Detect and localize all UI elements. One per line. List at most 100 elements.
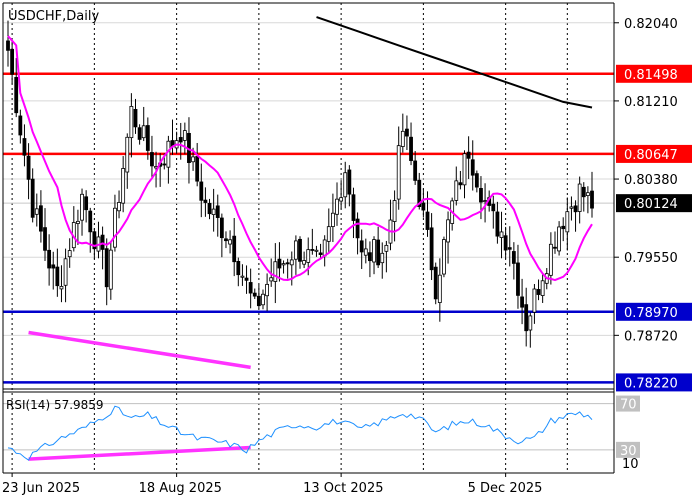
candle-body-106 xyxy=(442,239,446,275)
level-label-bg-1 xyxy=(616,144,692,163)
candle-body-11 xyxy=(51,264,56,269)
candle-135 xyxy=(561,217,566,242)
candle-body-19 xyxy=(84,196,89,211)
rsi-level-label-0: 70 xyxy=(620,398,637,413)
candle-83 xyxy=(347,165,352,207)
candle-body-0 xyxy=(6,40,10,51)
candle-body-104 xyxy=(433,266,438,300)
candle-63 xyxy=(265,273,269,312)
candle-body-63 xyxy=(265,283,269,297)
candle-5 xyxy=(26,143,31,200)
candle-55 xyxy=(232,218,237,277)
candle-17 xyxy=(76,209,80,245)
candle-body-99 xyxy=(413,160,418,181)
candle-3 xyxy=(18,109,23,144)
candle-body-9 xyxy=(43,227,47,251)
candle-103 xyxy=(429,213,434,281)
candle-75 xyxy=(314,245,319,257)
candle-91 xyxy=(380,242,385,279)
candle-50 xyxy=(211,188,216,232)
candle-body-126 xyxy=(524,304,529,332)
candle-35 xyxy=(150,135,154,178)
candle-body-138 xyxy=(573,205,578,213)
candle-body-18 xyxy=(80,193,84,221)
candle-7 xyxy=(34,193,39,227)
candle-body-73 xyxy=(306,249,311,263)
candle-body-46 xyxy=(195,156,200,182)
ma-fast-line xyxy=(7,35,593,282)
candle-43 xyxy=(182,122,187,155)
price-tick-label-4: 0.78720 xyxy=(624,329,678,344)
candle-80 xyxy=(335,182,339,226)
candle-body-21 xyxy=(92,231,97,250)
candle-90 xyxy=(376,226,381,268)
candle-body-127 xyxy=(528,315,533,331)
candle-112 xyxy=(466,136,471,179)
candle-134 xyxy=(557,221,561,256)
time-tick-label-3: 5 Dec 2025 xyxy=(468,481,543,496)
candle-96 xyxy=(400,113,405,153)
candle-125 xyxy=(520,278,524,325)
candle-body-74 xyxy=(310,249,315,251)
candle-49 xyxy=(207,198,212,220)
time-tick-label-1: 18 Aug 2025 xyxy=(139,481,222,496)
candle-body-91 xyxy=(380,252,385,264)
candle-84 xyxy=(351,187,356,239)
candle-12 xyxy=(55,248,60,297)
candle-26 xyxy=(113,194,117,252)
candle-120 xyxy=(499,211,504,259)
candle-body-51 xyxy=(215,205,220,218)
candle-2 xyxy=(14,58,19,118)
candle-body-67 xyxy=(281,263,286,266)
candle-body-75 xyxy=(314,249,319,252)
candle-71 xyxy=(298,236,302,269)
candle-body-133 xyxy=(553,246,557,249)
candle-body-25 xyxy=(108,249,113,290)
candle-114 xyxy=(474,170,479,193)
candle-body-33 xyxy=(141,125,146,139)
candle-body-120 xyxy=(499,231,504,238)
axis-labels: 0.81498 0.80647 0.78970 0.78220 0.80124 xyxy=(616,64,692,392)
candle-body-123 xyxy=(511,251,516,264)
candle-body-27 xyxy=(117,202,121,212)
candle-body-62 xyxy=(261,293,265,306)
candle-110 xyxy=(458,170,463,190)
horizontal-levels xyxy=(3,72,614,384)
candle-129 xyxy=(536,279,541,301)
candle-107 xyxy=(446,211,450,264)
divergence-lines xyxy=(28,330,251,461)
level-label-bg-3 xyxy=(616,373,692,392)
candle-52 xyxy=(219,213,224,258)
candle-body-52 xyxy=(219,217,224,239)
candle-34 xyxy=(145,117,150,160)
candle-142 xyxy=(590,171,594,218)
candle-body-100 xyxy=(417,179,422,207)
candle-95 xyxy=(396,126,401,210)
candle-29 xyxy=(125,133,130,189)
candle-133 xyxy=(553,231,557,254)
candle-137 xyxy=(569,196,574,221)
candle-body-102 xyxy=(425,211,430,230)
price-tick-label-3: 0.79550 xyxy=(624,251,678,266)
level-label-0: 0.81498 xyxy=(624,68,678,83)
candle-124 xyxy=(516,244,520,309)
candle-51 xyxy=(215,194,220,237)
candle-body-66 xyxy=(277,258,282,269)
candle-25 xyxy=(108,240,113,300)
candle-body-39 xyxy=(166,140,171,168)
candle-body-96 xyxy=(400,130,405,147)
candle-body-86 xyxy=(359,240,364,253)
time-tick-label-0: 23 Jun 2025 xyxy=(2,481,80,496)
candle-62 xyxy=(261,289,265,310)
candle-body-42 xyxy=(178,137,183,143)
rsi-plot xyxy=(7,405,593,461)
candle-body-139 xyxy=(577,183,582,212)
candle-82 xyxy=(343,161,348,209)
candle-body-24 xyxy=(104,248,109,288)
candle-body-116 xyxy=(483,200,487,203)
candle-92 xyxy=(384,240,389,273)
rsi-line xyxy=(7,405,593,461)
candle-body-3 xyxy=(18,115,23,136)
